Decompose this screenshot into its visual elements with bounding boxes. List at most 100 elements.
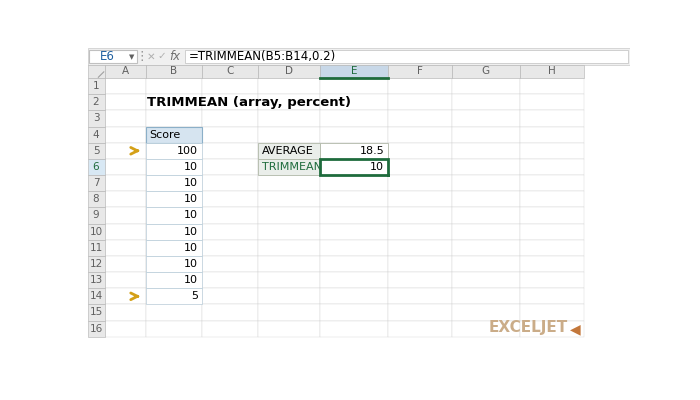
Bar [258,143,320,159]
Bar [146,143,202,159]
Bar [146,143,202,159]
Bar [452,272,520,288]
Text: 15: 15 [90,308,103,318]
Bar [104,143,146,159]
Bar [258,191,320,207]
Text: A: A [122,66,129,76]
Bar [389,191,452,207]
Bar [320,256,389,272]
Bar [320,126,389,143]
Bar [104,207,146,224]
Text: 4: 4 [92,130,99,140]
Bar [386,174,390,176]
Text: 10: 10 [90,227,103,237]
Bar [389,159,452,175]
Bar [452,175,520,191]
Bar [452,207,520,224]
Bar [452,256,520,272]
Text: 10: 10 [184,243,198,253]
Bar [88,191,104,207]
Bar [104,65,146,78]
Text: EXCELJET: EXCELJET [489,320,568,335]
Bar [520,143,584,159]
Bar [258,175,320,191]
Text: 2: 2 [92,97,99,107]
Text: E6: E6 [100,50,115,63]
Bar [520,224,584,240]
Bar [146,94,202,110]
Bar [320,65,389,78]
Bar [520,126,584,143]
Bar [389,240,452,256]
Text: 18.5: 18.5 [360,146,384,156]
Bar [452,304,520,320]
Bar [520,110,584,126]
Bar [520,159,584,175]
Bar [320,288,389,304]
Bar [452,65,520,78]
Bar [88,304,104,320]
Bar [389,207,452,224]
Bar [320,175,389,191]
Bar [104,78,146,94]
Bar [389,224,452,240]
Bar [452,143,520,159]
Bar [88,272,104,288]
Bar [202,94,258,110]
Bar [202,304,258,320]
Text: ⋮: ⋮ [136,50,148,63]
Bar [520,78,584,94]
Bar [146,159,202,175]
Bar [146,256,202,272]
Text: TRIMMEAN: TRIMMEAN [262,162,322,172]
Bar [146,78,202,94]
Bar [258,143,320,159]
Text: 10: 10 [184,275,198,285]
Bar [258,320,320,337]
Text: 10: 10 [184,210,198,220]
Text: G: G [482,66,490,76]
Bar [452,191,520,207]
Text: 10: 10 [184,259,198,269]
Bar [202,191,258,207]
Bar [389,175,452,191]
Bar [202,288,258,304]
Bar [520,175,584,191]
Bar [146,224,202,240]
Bar [258,304,320,320]
Bar [258,288,320,304]
Bar [320,159,389,175]
Bar [520,94,584,110]
Bar [520,191,584,207]
Bar [202,110,258,126]
Text: 11: 11 [90,243,103,253]
Bar [389,256,452,272]
Bar [88,159,104,175]
Bar [88,207,104,224]
Bar [320,272,389,288]
Bar [88,143,104,159]
Bar [146,304,202,320]
Text: ✓: ✓ [158,52,167,62]
Bar [88,288,104,304]
Text: H: H [548,66,556,76]
Bar [104,94,146,110]
Bar [88,240,104,256]
Bar [389,288,452,304]
Bar [202,159,258,175]
Bar [88,78,104,94]
Bar [389,65,452,78]
Bar [88,94,104,110]
Bar [389,143,452,159]
Text: 10: 10 [184,227,198,237]
Bar [202,65,258,78]
Bar [258,159,320,175]
Bar [146,191,202,207]
Text: 10: 10 [184,194,198,204]
Bar [389,304,452,320]
Bar [146,256,202,272]
Text: 13: 13 [90,275,103,285]
Bar [258,159,320,175]
Text: 10: 10 [184,162,198,172]
Text: 5: 5 [191,291,198,301]
